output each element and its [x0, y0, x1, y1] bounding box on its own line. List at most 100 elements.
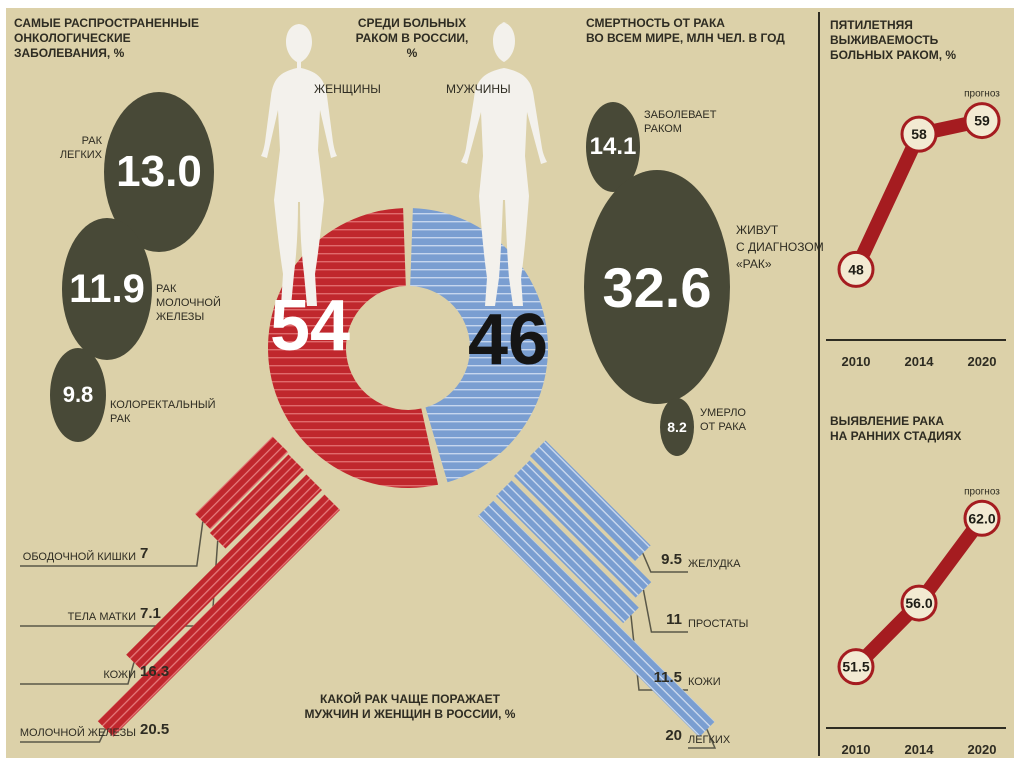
bar-value-label: 20.5 [140, 721, 170, 738]
header-line: РАКОМ В РОССИИ, % [355, 31, 469, 60]
label-line: УМЕРЛО [700, 407, 746, 419]
label-line: РАКОМ [644, 123, 682, 135]
header-line: ЗАБОЛЕВАНИЯ, % [14, 46, 125, 60]
year-tick-label: 2010 [842, 742, 871, 757]
year-tick-label: 2010 [842, 354, 871, 369]
bar-men [530, 440, 651, 562]
line-point [837, 648, 875, 686]
bar-leader-line [688, 729, 717, 749]
label-lung: РАК ЛЕГКИХ [56, 134, 102, 162]
bar-category-label: КОЖИ [688, 676, 721, 688]
bar-value-label: 16.3 [140, 663, 170, 680]
bubble-breast: 11.9 [62, 218, 152, 360]
men-label: МУЖЧИНЫ [446, 82, 511, 96]
label-line: РАК [81, 135, 102, 147]
common-cancers-header: САМЫЕ РАСПРОСТРАНЕННЫЕ ОНКОЛОГИЧЕСКИЕ ЗА… [14, 16, 199, 61]
bubble-colorectal: 9.8 [50, 348, 106, 442]
line-point [900, 584, 938, 622]
women-percent: 54 [270, 286, 351, 366]
line-point-label: 48 [848, 261, 864, 277]
bar-value-label: 7 [140, 545, 149, 562]
header-line: ВО ВСЕМ МИРЕ, МЛН ЧЕЛ. В ГОД [586, 31, 785, 45]
early-header: ВЫЯВЛЕНИЕ РАКА НА РАННИХ СТАДИЯХ [830, 414, 961, 444]
bar-value-label: 11 [666, 611, 682, 628]
line-point-label: 59 [974, 113, 990, 129]
bar-men [496, 480, 639, 624]
bar-leader-line [642, 552, 688, 573]
bars-title: КАКОЙ РАК ЧАЩЕ ПОРАЖАЕТ МУЖЧИН И ЖЕНЩИН … [300, 692, 520, 722]
header-line: МУЖЧИН И ЖЕНЩИН В РОССИИ, % [304, 707, 516, 721]
label-line: С ДИАГНОЗОМ [736, 240, 824, 254]
bar-category-label: ТЕЛА МАТКИ [67, 611, 136, 623]
woman-silhouette-icon [261, 24, 337, 306]
line-point [900, 115, 938, 153]
bar-category-label: МОЛОЧНОЙ ЖЕЛЕЗЫ [19, 727, 136, 739]
label-living: ЖИВУТ С ДИАГНОЗОМ «РАК» [736, 222, 824, 273]
bar-men [514, 460, 652, 598]
label-line: ЛЕГКИХ [59, 149, 102, 161]
header-line: НА РАННИХ СТАДИЯХ [830, 429, 962, 443]
label-incidence: ЗАБОЛЕВАЕТ РАКОМ [644, 108, 716, 136]
bar-category-label: ОБОДОЧНОЙ КИШКИ [22, 551, 136, 563]
year-tick-label: 2020 [968, 354, 997, 369]
line-point [837, 250, 875, 288]
donut-hole [347, 287, 469, 409]
line-point-label: 62.0 [968, 510, 995, 526]
bar-leader-line [642, 589, 688, 633]
bar-value-label: 7.1 [140, 605, 161, 622]
line-point-label: 58 [911, 126, 927, 142]
survival-header: ПЯТИЛЕТНЯЯ ВЫЖИВАЕМОСТЬ БОЛЬНЫХ РАКОМ, % [830, 18, 1024, 63]
label-line: КОЛОРЕКТАЛЬНЫЙ [110, 399, 216, 411]
man-silhouette-icon [461, 22, 547, 306]
header-line: СРЕДИ БОЛЬНЫХ [357, 16, 467, 30]
forecast-label: прогноз [964, 89, 1000, 100]
year-tick-label: 2020 [968, 742, 997, 757]
bar-women [97, 494, 340, 737]
line-point [963, 499, 1001, 537]
bar-category-label: ПРОСТАТЫ [688, 618, 749, 630]
label-line: РАК [156, 283, 177, 295]
bar-leader-line [20, 521, 204, 567]
year-tick-label: 2014 [905, 742, 935, 757]
men-percent: 46 [468, 300, 549, 380]
bar-category-label: ЖЕЛУДКА [688, 558, 741, 570]
header-line: ОНКОЛОГИЧЕСКИЕ [14, 31, 131, 45]
label-line: ЖЕЛЕЗЫ [156, 311, 205, 323]
label-breast: РАК МОЛОЧНОЙ ЖЕЛЕЗЫ [156, 282, 221, 324]
label-line: МОЛОЧНОЙ [156, 297, 221, 309]
forecast-label: прогноз [964, 486, 1000, 497]
label-line: ЗАБОЛЕВАЕТ [644, 109, 717, 121]
bar-leader-line [20, 728, 107, 743]
header-line: СМЕРТНОСТЬ ОТ РАКА [586, 16, 725, 30]
label-line: ОТ РАКА [700, 421, 747, 433]
bar-value-label: 20 [665, 727, 682, 744]
line-point-label: 51.5 [842, 659, 869, 675]
column-divider [818, 12, 820, 756]
bar-women [126, 474, 322, 671]
bar-men [478, 500, 715, 738]
header-line: КАКОЙ РАК ЧАЩЕ ПОРАЖАЕТ [320, 692, 500, 706]
label-colorectal: КОЛОРЕКТАЛЬНЫЙ РАК [110, 398, 216, 426]
line-point-label: 56.0 [905, 595, 932, 611]
label-died: УМЕРЛО ОТ РАКА [700, 406, 746, 434]
bar-women [209, 454, 304, 549]
women-label: ЖЕНЩИНЫ [314, 82, 381, 96]
bar-category-label: ЛЕГКИХ [688, 734, 731, 746]
bar-value-label: 11.5 [653, 669, 682, 686]
center-header: СРЕДИ БОЛЬНЫХ РАКОМ В РОССИИ, % [350, 16, 474, 61]
mortality-header: СМЕРТНОСТЬ ОТ РАКА ВО ВСЕМ МИРЕ, МЛН ЧЕЛ… [586, 16, 785, 46]
year-tick-label: 2014 [905, 354, 935, 369]
bubble-living: 32.6 [584, 170, 730, 404]
label-line: ЖИВУТ [736, 223, 779, 237]
header-line: БОЛЬНЫХ РАКОМ, % [830, 48, 957, 62]
header-line: САМЫЕ РАСПРОСТРАНЕННЫЕ [14, 16, 199, 30]
line-point [963, 102, 1001, 140]
bar-women [195, 436, 288, 530]
bar-category-label: КОЖИ [103, 669, 136, 681]
label-line: «РАК» [736, 257, 772, 271]
bar-value-label: 9.5 [661, 551, 682, 568]
header-line: ПЯТИЛЕТНЯЯ ВЫЖИВАЕМОСТЬ [830, 18, 939, 47]
